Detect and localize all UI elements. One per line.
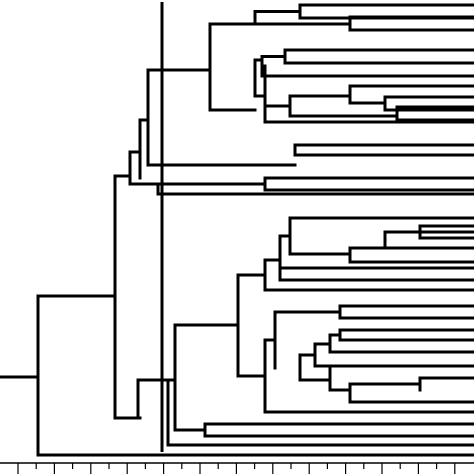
bottom-axis <box>0 462 474 474</box>
dendrogram-branches <box>0 3 474 457</box>
